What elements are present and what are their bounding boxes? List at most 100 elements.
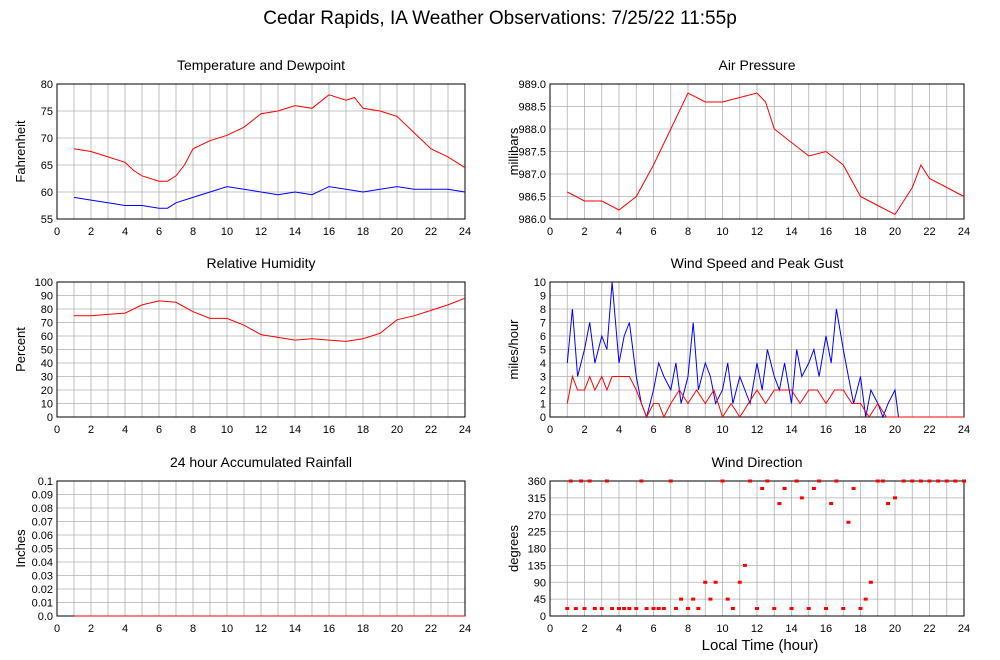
x-tick-label: 2 <box>581 226 587 238</box>
y-tick-label: 70 <box>41 318 53 330</box>
data-point <box>573 607 578 610</box>
x-tick-label: 10 <box>716 226 728 238</box>
x-tick-label: 0 <box>547 226 553 238</box>
x-tick-label: 14 <box>289 623 301 635</box>
x-tick-label: 2 <box>581 424 587 436</box>
y-tick-label: 0 <box>47 412 53 424</box>
y-tick-label: 986.5 <box>518 192 546 204</box>
data-point <box>568 479 573 483</box>
x-tick-label: 12 <box>255 623 267 635</box>
data-point <box>582 607 587 610</box>
data-point <box>868 580 873 584</box>
x-tick-label: 8 <box>685 623 691 635</box>
series-line-1 <box>73 186 466 209</box>
y-tick-label: 10 <box>534 277 546 289</box>
data-point <box>806 607 811 610</box>
data-point <box>587 479 592 483</box>
plot-frame <box>56 281 466 418</box>
y-tick-label: 50 <box>41 345 53 357</box>
x-tick-label: 12 <box>751 424 763 436</box>
x-tick-label: 4 <box>122 226 128 238</box>
data-point <box>696 607 701 610</box>
y-tick-label: 315 <box>528 493 546 505</box>
series-line-1 <box>566 374 964 419</box>
data-point <box>829 502 834 505</box>
y-tick-label: 3 <box>540 372 546 384</box>
y-tick-label: 6 <box>540 331 546 343</box>
x-tick-label: 24 <box>459 424 471 436</box>
data-point <box>627 607 632 610</box>
x-tick-label: 14 <box>785 424 797 436</box>
y-tick-label: 55 <box>41 214 53 226</box>
data-point <box>901 479 906 483</box>
x-tick-label: 22 <box>923 226 935 238</box>
x-tick-label: 24 <box>459 226 471 238</box>
x-tick-label: 8 <box>190 623 196 635</box>
y-axis-label: Fahrenheit <box>13 120 28 183</box>
x-tick-label: 6 <box>650 226 656 238</box>
chart-title: Air Pressure <box>718 57 795 73</box>
y-tick-label: 7 <box>540 318 546 330</box>
x-tick-label: 12 <box>751 623 763 635</box>
data-point <box>737 580 742 584</box>
data-point <box>713 580 718 584</box>
y-tick-label: 0.05 <box>32 544 53 556</box>
y-tick-label: 80 <box>41 79 53 91</box>
data-point <box>811 487 816 490</box>
x-tick-label: 8 <box>685 424 691 436</box>
x-tick-label: 4 <box>616 623 622 635</box>
data-point <box>851 487 856 490</box>
data-point <box>777 502 782 505</box>
data-point <box>604 479 609 483</box>
data-point <box>824 607 828 610</box>
x-tick-label: 22 <box>425 424 437 436</box>
y-tick-label: 0.07 <box>32 517 53 529</box>
y-axis-label: degrees <box>506 525 521 572</box>
plot-frame <box>549 83 965 220</box>
x-tick-label: 22 <box>923 424 935 436</box>
data-point <box>679 597 684 601</box>
x-tick-label: 18 <box>357 623 369 635</box>
x-tick-label: 12 <box>255 226 267 238</box>
x-tick-label: 2 <box>88 424 94 436</box>
x-tick-label: 8 <box>190 424 196 436</box>
y-tick-label: 90 <box>534 577 546 589</box>
series-line-0 <box>566 281 964 419</box>
x-tick-label: 18 <box>357 226 369 238</box>
data-point <box>817 479 822 483</box>
data-point <box>708 597 713 601</box>
data-point <box>918 479 923 483</box>
data-point <box>755 607 759 610</box>
x-tick-label: 0 <box>54 424 60 436</box>
x-tick-label: 16 <box>820 226 832 238</box>
y-tick-label: 986.0 <box>518 214 546 226</box>
x-tick-label: 6 <box>156 226 162 238</box>
series-line-0 <box>567 92 965 216</box>
x-tick-label: 16 <box>820 623 832 635</box>
y-tick-label: 0.01 <box>32 598 53 610</box>
x-tick-label: 6 <box>156 623 162 635</box>
y-tick-label: 0.0 <box>38 611 53 623</box>
x-tick-label: 20 <box>889 623 901 635</box>
y-tick-label: 0.1 <box>38 476 53 488</box>
x-tick-label: 14 <box>289 226 301 238</box>
y-tick-label: 0 <box>540 611 546 623</box>
data-point <box>846 520 851 524</box>
y-tick-label: 135 <box>528 560 546 572</box>
y-tick-label: 80 <box>41 304 53 316</box>
x-tick-label: 10 <box>716 424 728 436</box>
data-point <box>927 479 932 483</box>
data-point <box>782 487 787 490</box>
plot-frame <box>549 281 965 418</box>
data-point <box>639 479 644 483</box>
x-tick-label: 24 <box>459 623 471 635</box>
x-tick-label: 22 <box>425 226 437 238</box>
data-point <box>644 607 649 610</box>
y-tick-label: 0.08 <box>32 503 53 515</box>
data-point <box>841 607 846 610</box>
data-point <box>886 502 891 505</box>
data-point <box>789 607 794 610</box>
x-tick-label: 0 <box>547 623 553 635</box>
